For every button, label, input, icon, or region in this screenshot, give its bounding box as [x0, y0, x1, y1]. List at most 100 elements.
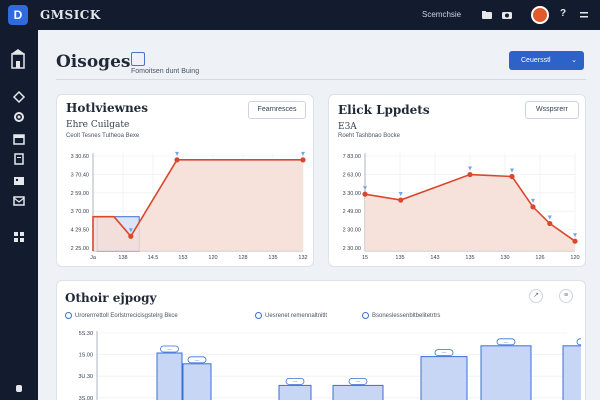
chart-legend: Ceolt Tesnes Tutheoa Bexe — [66, 133, 140, 139]
x-tick-label: 153 — [178, 255, 187, 261]
expand-icon[interactable]: ↗ — [529, 289, 543, 303]
hotlviewnes-card: Hotlviewnes Ehre Cuilgate Ceolt Tesnes T… — [56, 94, 314, 267]
x-tick-label: 132 — [298, 255, 307, 261]
top-navigation-bar: D GMSICK Scemchsie ? — [0, 0, 600, 30]
calendar-icon[interactable] — [12, 132, 26, 146]
x-tick-label: 120 — [208, 255, 217, 261]
settings-icon[interactable] — [12, 110, 26, 124]
y-tick-label: 2 63.00 — [343, 172, 361, 178]
bar-label-pill — [187, 356, 207, 364]
document-icon[interactable] — [12, 152, 26, 166]
bar — [332, 384, 384, 400]
x-tick-label: 14.5 — [148, 255, 159, 261]
bar — [182, 363, 212, 400]
bar — [480, 345, 532, 400]
card-title: Elick Lppdets — [338, 103, 430, 117]
legend-dot-icon — [65, 312, 72, 319]
legend-item: Urorerrrettoll Eorlstrrecicisgstelrg Bkc… — [65, 312, 178, 319]
help-icon[interactable]: ? — [560, 8, 567, 19]
y-tick-label: 3 70.00 — [71, 209, 89, 215]
y-tick-label: 3 30.00 — [343, 191, 361, 197]
y-tick-label: 3S.00 — [79, 396, 93, 400]
legend-label: Uesrenet remennaltnitlt — [265, 313, 328, 320]
y-tick-label: 4 29.50 — [71, 228, 89, 234]
legend-dot-icon — [362, 312, 369, 319]
data-point — [362, 191, 368, 197]
folder-icon[interactable] — [481, 9, 493, 21]
marker-flag — [128, 228, 133, 233]
bar — [420, 356, 468, 400]
data-point — [467, 171, 473, 178]
dashboard-icon[interactable] — [12, 90, 26, 104]
x-tick-label: 120 — [570, 255, 579, 261]
card-title: Othoir ejpogy — [65, 291, 157, 305]
area-chart: 7 83.00 2 63.00 3 30.00 2 49.00 2 30.00 2 30.… — [343, 153, 580, 261]
y-tick-label: 5S.30 — [79, 331, 93, 337]
data-point — [300, 157, 306, 163]
bar-label-pill — [496, 338, 516, 346]
y-tick-label: 2 30.00 — [343, 246, 361, 252]
marker-flag — [175, 151, 179, 156]
bar — [278, 384, 312, 400]
card-action-button[interactable]: Wsspsrerr — [525, 101, 579, 119]
card-action-button[interactable]: Fearnresces — [248, 101, 306, 119]
bell-icon[interactable] — [12, 382, 26, 396]
user-avatar[interactable] — [531, 6, 549, 24]
bar-label: — — [356, 379, 361, 384]
image-icon[interactable] — [12, 174, 26, 188]
grid-icon[interactable] — [12, 230, 26, 244]
elick-lppdets-card: Elick Lppdets E3A Roeht Tashbnao Bocke W… — [328, 94, 586, 267]
chevron-down-icon: ⌄ — [571, 57, 577, 64]
schedule-link[interactable]: Scemchsie — [422, 10, 462, 19]
chart-legend: Roeht Tashbnao Bocke — [338, 133, 400, 139]
app-logo[interactable]: D — [8, 5, 28, 25]
bar-label: — — [504, 339, 509, 344]
marker-flag — [468, 166, 472, 171]
marker-flag — [547, 215, 552, 220]
legend-item: Bsoneslessenbltbelitetrtrs — [362, 312, 440, 319]
marker-flag — [398, 192, 403, 197]
page-title: Oisoges — [56, 52, 131, 72]
legend-item: Uesrenet remennaltnitlt — [255, 312, 327, 319]
primary-action-button[interactable]: Ceuersstl ⌄ — [509, 51, 584, 70]
menu-icon[interactable] — [578, 9, 590, 21]
y-tick-label: 3 70.40 — [71, 172, 89, 178]
bar-label-pill — [434, 349, 454, 357]
main-content: Oisoges Fomoitsen dunt Buing Ceuersstl ⌄ … — [38, 30, 600, 400]
marker-flag — [531, 198, 535, 203]
x-tick-label: 126 — [535, 255, 544, 261]
legend-dot-icon — [255, 312, 262, 319]
building-icon[interactable] — [10, 48, 26, 70]
x-tick-label: 138 — [118, 255, 127, 261]
data-point — [530, 204, 536, 210]
marker-flag — [573, 233, 577, 238]
x-tick-label: 135 — [465, 255, 474, 261]
data-point — [572, 238, 578, 244]
bar-label-pill — [576, 338, 581, 346]
camera-icon[interactable] — [501, 9, 513, 21]
x-tick-label: 128 — [238, 255, 247, 261]
bar — [156, 352, 183, 400]
bar-label: — — [195, 357, 200, 362]
series-line — [92, 159, 303, 251]
x-tick-label: 15 — [362, 255, 368, 261]
data-point — [128, 233, 134, 239]
mail-icon[interactable] — [12, 194, 26, 208]
data-point — [509, 173, 515, 180]
y-tick-label: 3 30.60 — [71, 154, 89, 160]
grid-view-icon[interactable] — [131, 52, 145, 66]
y-tick-label: 2 25.00 — [71, 246, 89, 252]
bar-label-pill — [160, 345, 179, 353]
legend-label: Bsoneslessenbltbelitetrtrs — [372, 313, 441, 320]
marker-flag — [301, 151, 305, 156]
more-icon[interactable]: ≡ — [559, 289, 573, 303]
legend-label: Urorerrrettoll Eorlstrrecicisgstelrg Bkc… — [75, 313, 178, 320]
x-tick-label: Ja — [90, 255, 97, 261]
page-subtitle: Fomoitsen dunt Buing — [131, 68, 200, 75]
sidebar — [0, 30, 38, 400]
bar-label-pill — [285, 378, 305, 385]
marker-flag — [363, 186, 367, 191]
bar — [562, 345, 581, 400]
card-title: Hotlviewnes — [66, 101, 149, 115]
x-tick-label: 143 — [430, 255, 439, 261]
